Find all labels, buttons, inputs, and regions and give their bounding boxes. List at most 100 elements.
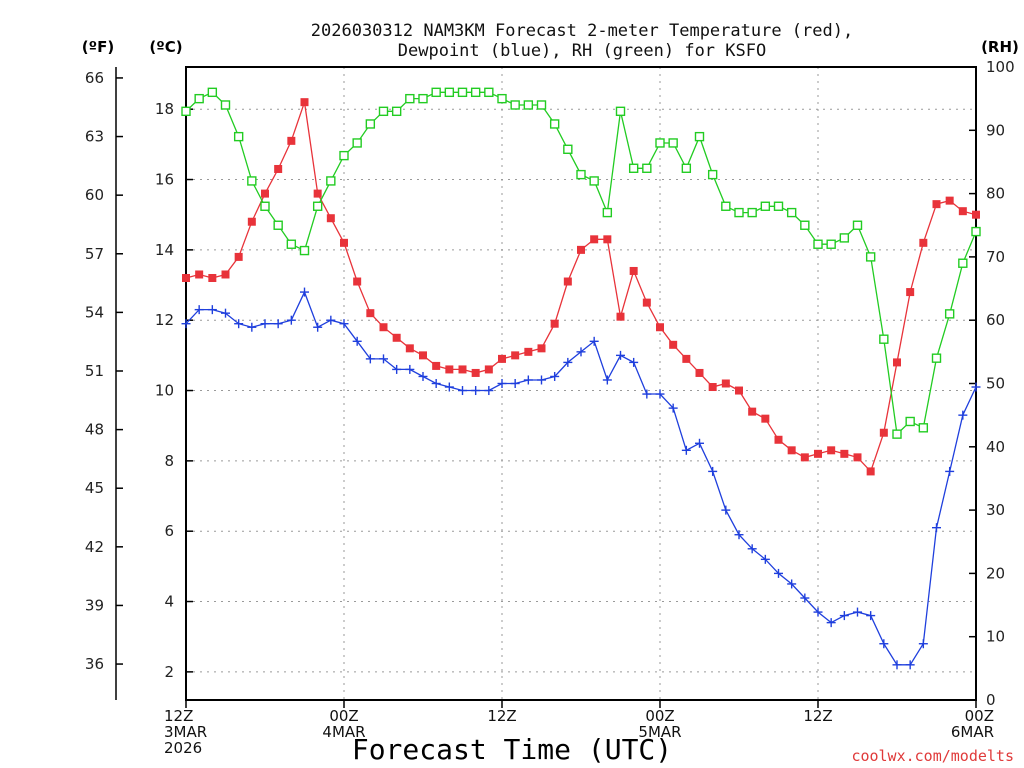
- temperature-point: [642, 298, 651, 307]
- temperature-point: [774, 435, 783, 444]
- rh-tick-label: 90: [986, 121, 1005, 139]
- dewpoint-point: [945, 466, 955, 476]
- temperature-point: [629, 266, 638, 275]
- rh-point: [747, 207, 757, 218]
- dewpoint-point: [339, 319, 349, 329]
- celsius-tick-label: 14: [155, 241, 174, 259]
- temperature-point: [919, 238, 928, 247]
- fahrenheit-tick-label: 57: [85, 245, 104, 263]
- rh-line: [185, 91, 977, 436]
- dewpoint-point: [576, 347, 586, 357]
- rh-point: [589, 176, 599, 186]
- dewpoint-point: [616, 350, 625, 360]
- rh-point: [971, 226, 981, 237]
- rh-point: [813, 239, 823, 249]
- dewpoint-point: [958, 410, 968, 420]
- temperature-point: [945, 196, 954, 205]
- fahrenheit-tick-label: 51: [85, 362, 104, 380]
- temperature-line: [185, 101, 977, 473]
- fahrenheit-tick-label: 63: [85, 128, 104, 146]
- dewpoint-point: [286, 315, 296, 325]
- temperature-point: [972, 210, 980, 219]
- dewpoint-point: [418, 371, 428, 381]
- rh-tick-label: 0: [986, 691, 996, 709]
- temperature-point: [524, 347, 533, 356]
- dewpoint-point: [273, 319, 283, 329]
- temperature-point: [221, 270, 230, 279]
- series-layer: [181, 87, 981, 670]
- x-tick-label: 6MAR: [951, 723, 994, 741]
- celsius-tick-label: 18: [155, 100, 174, 118]
- rh-tick-label: 30: [986, 501, 1005, 519]
- temperature-point: [484, 365, 493, 374]
- temperature-point: [261, 189, 269, 198]
- rh-point: [668, 138, 678, 148]
- fahrenheit-tick-label: 45: [85, 479, 104, 497]
- rh-point: [628, 163, 639, 173]
- fahrenheit-tick-label: 36: [85, 655, 104, 673]
- temperature-point: [708, 383, 717, 392]
- temperature-point: [932, 200, 941, 209]
- temperature-point: [800, 453, 809, 462]
- temperature-point: [577, 245, 585, 254]
- rh-point: [312, 201, 323, 211]
- dewpoint-point: [918, 639, 928, 649]
- chart-title-line2: Dewpoint (blue), RH (green) for KSFO: [398, 41, 766, 61]
- temperature-point: [958, 207, 967, 216]
- temperature-point: [458, 365, 467, 374]
- dewpoint-point: [563, 357, 573, 367]
- x-tick-label: 5MAR: [638, 723, 681, 741]
- dewpoint-point: [431, 379, 441, 388]
- temperature-point: [669, 340, 678, 349]
- rh-point: [892, 429, 902, 439]
- x-axis-label: Forecast Time (UTC): [352, 733, 672, 766]
- x-tick-label: 00Z: [965, 707, 994, 725]
- dewpoint-point: [260, 319, 270, 329]
- dewpoint-point: [681, 445, 691, 455]
- dewpoint-point: [207, 305, 217, 315]
- dewpoint-point: [458, 386, 467, 396]
- rh-point: [694, 131, 705, 142]
- temperature-point: [721, 379, 730, 388]
- dewpoint-point: [602, 375, 612, 385]
- rh-point: [576, 169, 586, 180]
- x-tick-label: 2026: [164, 739, 202, 757]
- rh-tick-label: 10: [986, 628, 1005, 646]
- rh-point: [299, 245, 310, 256]
- rh-point: [405, 93, 415, 104]
- dewpoint-point: [510, 379, 520, 388]
- fahrenheit-tick-label: 60: [85, 186, 104, 204]
- temperature-point: [537, 344, 546, 353]
- dewpoint-point: [721, 505, 731, 515]
- rh-point: [681, 163, 692, 173]
- dewpoint-point: [300, 287, 309, 297]
- rh-axis-unit: (RH): [981, 38, 1019, 56]
- rh-point: [852, 220, 863, 230]
- rh-point: [839, 233, 850, 243]
- gridlines: [186, 67, 976, 700]
- rh-point: [826, 239, 836, 249]
- dewpoint-point: [550, 371, 560, 381]
- temperature-point: [340, 238, 348, 247]
- dewpoint-point: [365, 354, 375, 364]
- temperature-point: [563, 277, 572, 286]
- dewpoint-point: [800, 593, 810, 603]
- dewpoint-point: [589, 336, 599, 346]
- x-tick-label: 00Z: [645, 707, 674, 725]
- dewpoint-point: [905, 660, 915, 670]
- dewpoint-point: [774, 568, 783, 578]
- temperature-point: [234, 252, 243, 261]
- rh-point: [786, 207, 797, 218]
- rh-point: [470, 87, 481, 98]
- plot-frame: [185, 66, 977, 701]
- x-tick-label: 12Z: [164, 707, 193, 725]
- dewpoint-point: [760, 554, 770, 564]
- temperature-point: [814, 449, 822, 458]
- temperature-point: [603, 235, 612, 244]
- dewpoint-point: [234, 319, 244, 329]
- rh-point: [800, 220, 810, 230]
- dewpoint-point: [655, 389, 665, 399]
- rh-point: [457, 87, 468, 98]
- fahrenheit-tick-label: 54: [85, 303, 104, 321]
- temperature-point: [498, 354, 506, 363]
